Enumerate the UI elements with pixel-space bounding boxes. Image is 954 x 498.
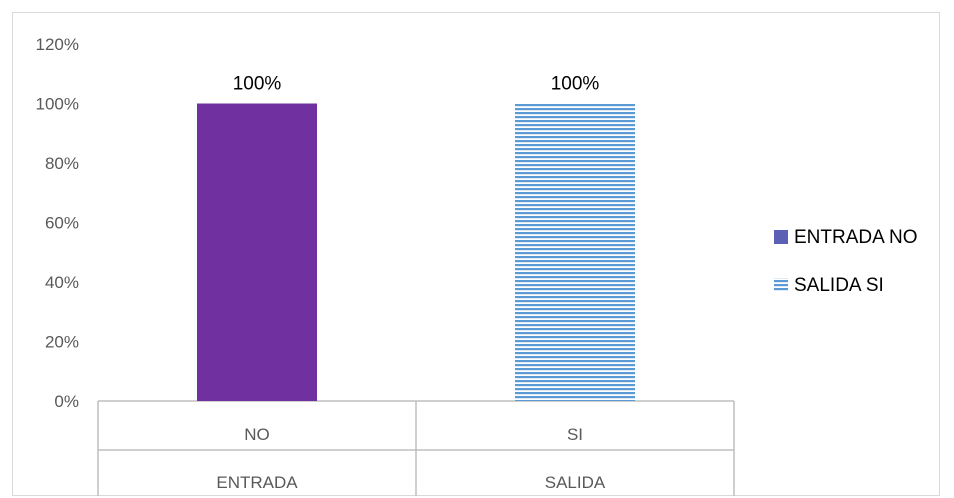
bar-entrada-no: [197, 103, 317, 401]
legend: ENTRADA NO SALIDA SI: [774, 227, 918, 296]
x-group-label: ENTRADA: [216, 473, 298, 492]
x-category-label: NO: [244, 425, 270, 444]
x-group-label: SALIDA: [545, 473, 606, 492]
x-axis-category-labels: NO ENTRADA SI SALIDA: [216, 425, 606, 492]
legend-swatch: [774, 278, 788, 292]
legend-label: SALIDA SI: [794, 275, 884, 296]
data-label: 100%: [551, 74, 600, 95]
bars: [197, 103, 635, 401]
chart-frame: [12, 12, 940, 496]
y-tick-label: 60%: [45, 214, 79, 233]
y-tick-label: 40%: [45, 273, 79, 292]
y-tick-label: 120%: [36, 35, 79, 54]
y-tick-label: 20%: [45, 333, 79, 352]
axis-lines: [97, 400, 735, 496]
bar-salida-si: [515, 103, 635, 401]
x-category-label: SI: [567, 425, 583, 444]
y-tick-label: 0%: [54, 392, 79, 411]
data-labels: 100% 100%: [233, 74, 600, 95]
y-axis-tick-labels: 0% 20% 40% 60% 80% 100% 120%: [36, 35, 79, 411]
y-tick-label: 100%: [36, 95, 79, 114]
y-tick-label: 80%: [45, 154, 79, 173]
legend-label: ENTRADA NO: [794, 227, 918, 248]
legend-swatch: [774, 230, 788, 244]
data-label: 100%: [233, 74, 282, 95]
